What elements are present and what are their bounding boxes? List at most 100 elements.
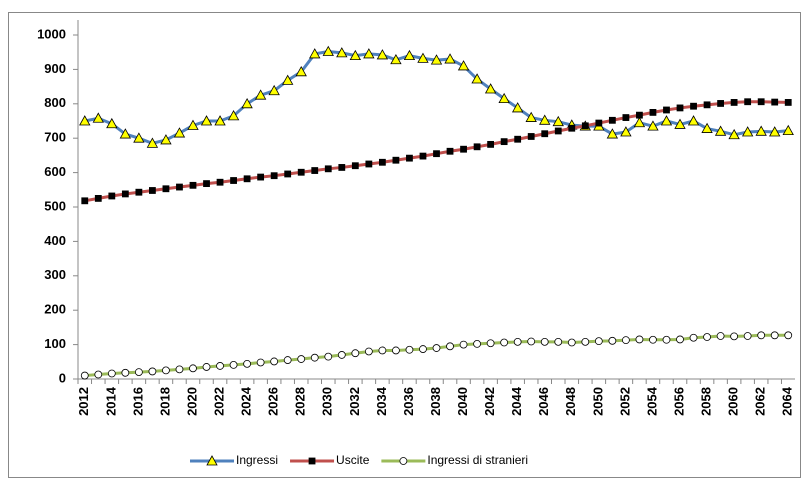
data-point <box>525 111 537 122</box>
data-point <box>189 181 197 189</box>
y-tick-label: 1000 <box>37 26 66 41</box>
data-point <box>268 84 280 96</box>
data-point <box>160 134 172 145</box>
legend-marker <box>308 457 316 465</box>
data-point <box>581 337 590 346</box>
data-point <box>406 154 413 162</box>
x-tick-label: 2032 <box>347 387 362 416</box>
y-tick-label: 800 <box>44 95 66 110</box>
data-point <box>187 119 199 130</box>
data-point <box>230 177 237 184</box>
x-tick-label: 2030 <box>320 387 335 416</box>
data-point <box>755 125 767 136</box>
data-point <box>757 331 766 340</box>
data-point <box>241 97 253 109</box>
data-point <box>92 112 104 123</box>
data-point <box>146 137 159 148</box>
data-point <box>405 345 414 354</box>
data-point <box>392 156 400 164</box>
data-point <box>633 116 646 128</box>
data-point <box>81 197 89 205</box>
data-point <box>324 352 333 361</box>
data-point <box>284 170 292 178</box>
data-point <box>484 83 497 94</box>
data-point <box>527 133 535 140</box>
data-point <box>297 355 306 363</box>
data-point <box>444 53 456 64</box>
data-point <box>148 367 157 376</box>
data-point <box>432 344 441 352</box>
data-point <box>133 132 145 143</box>
data-point <box>189 364 197 373</box>
data-point <box>608 336 617 345</box>
data-point <box>487 140 495 148</box>
data-point <box>636 111 643 119</box>
y-tick-label: 500 <box>44 198 66 213</box>
data-point <box>486 339 495 348</box>
x-tick-label: 2040 <box>455 387 470 416</box>
data-point <box>200 115 213 126</box>
data-point <box>364 347 373 356</box>
data-point <box>649 335 657 344</box>
data-point <box>176 183 183 191</box>
data-point <box>149 187 156 194</box>
legend-marker <box>399 457 408 465</box>
legend-marker <box>206 455 218 466</box>
data-point <box>270 357 279 366</box>
data-point <box>687 115 700 126</box>
data-point <box>173 127 186 138</box>
data-point <box>743 332 752 340</box>
data-point <box>433 150 440 158</box>
data-point <box>771 98 779 106</box>
data-point <box>94 194 102 202</box>
data-point <box>513 337 522 346</box>
data-point <box>162 366 170 375</box>
data-point <box>635 335 644 344</box>
data-point <box>541 130 549 138</box>
x-tick-label: 2054 <box>644 386 659 416</box>
data-point <box>254 89 267 100</box>
data-point <box>121 368 130 377</box>
data-point <box>689 333 698 342</box>
data-point <box>473 340 481 348</box>
data-point <box>162 185 170 193</box>
data-point <box>554 337 563 346</box>
data-point <box>322 45 334 56</box>
data-point <box>594 337 603 346</box>
data-point <box>134 368 143 377</box>
data-point <box>80 371 89 380</box>
data-point <box>94 370 103 379</box>
data-point <box>214 115 226 126</box>
data-point <box>460 145 467 153</box>
data-point <box>243 175 251 183</box>
data-point <box>647 120 659 131</box>
data-point <box>392 346 400 355</box>
data-point <box>203 180 210 188</box>
x-tick-label: 2026 <box>266 387 281 416</box>
x-tick-label: 2014 <box>103 386 118 416</box>
data-point <box>446 147 454 155</box>
data-point <box>256 358 265 367</box>
x-tick-label: 2022 <box>211 387 226 416</box>
data-point <box>674 118 686 129</box>
y-tick-label: 600 <box>44 164 66 179</box>
data-point <box>769 126 781 137</box>
data-point <box>757 98 765 106</box>
data-point <box>703 333 711 341</box>
data-point <box>430 54 443 65</box>
data-point <box>595 119 603 127</box>
data-point <box>581 122 589 130</box>
data-point <box>621 336 630 345</box>
data-point <box>568 124 576 132</box>
y-tick-label: 700 <box>44 130 66 145</box>
data-point <box>283 356 292 364</box>
data-point <box>229 360 238 369</box>
y-tick-label: 900 <box>44 61 66 76</box>
data-point <box>457 60 470 71</box>
data-point <box>500 338 509 347</box>
x-tick-label: 2036 <box>401 387 416 416</box>
data-point <box>403 49 416 61</box>
x-tick-label: 2048 <box>563 387 578 416</box>
data-point <box>202 363 211 371</box>
